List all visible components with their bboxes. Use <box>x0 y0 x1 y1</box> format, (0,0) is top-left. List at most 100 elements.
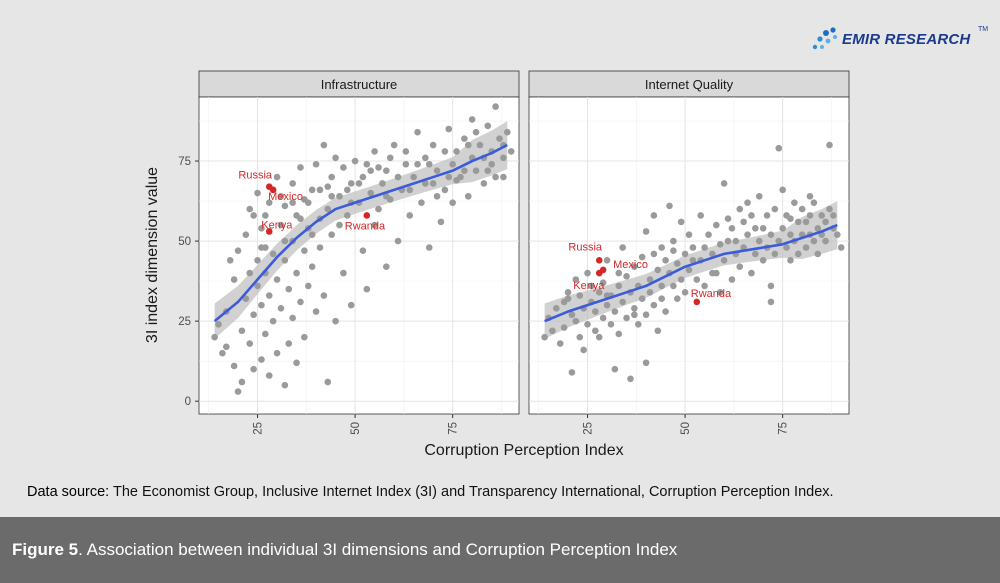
data-point <box>312 160 320 168</box>
chart: Infrastructure Russia Mexico Kenya Rwanda 25 5… <box>144 70 850 459</box>
smooth-trend-line <box>544 223 838 323</box>
data-point <box>418 199 425 206</box>
data-point <box>658 282 665 290</box>
data-point <box>658 295 665 303</box>
data-point <box>258 224 265 232</box>
x-tick-label: 50 <box>350 422 362 435</box>
data-point <box>689 244 697 251</box>
data-point <box>685 266 693 274</box>
data-point <box>375 164 382 171</box>
data-point <box>269 317 277 325</box>
data-point <box>806 192 814 200</box>
figure-number: Figure 5 <box>12 540 79 559</box>
emir-research-logo: EMIR RESEARCH TM <box>810 22 990 58</box>
data-point <box>541 333 548 341</box>
data-point <box>258 301 265 309</box>
data-point <box>230 362 238 370</box>
data-point <box>262 330 269 338</box>
data-point <box>673 260 681 267</box>
data-point <box>394 173 402 181</box>
data-point <box>281 202 289 210</box>
data-point <box>615 330 623 338</box>
y-tick-label: 75 <box>178 156 191 168</box>
data-source-note: Data source: The Economist Group, Inclus… <box>27 484 834 500</box>
data-point <box>752 250 759 258</box>
data-point <box>767 298 775 306</box>
data-point <box>328 192 335 200</box>
data-point <box>837 244 845 251</box>
data-point <box>269 250 277 258</box>
panel-strip <box>198 70 520 98</box>
data-point <box>779 224 786 232</box>
data-point <box>767 231 775 238</box>
panel-title: Internet Quality <box>645 77 734 92</box>
data-point <box>814 224 822 232</box>
highlight-point-kenya <box>265 228 273 235</box>
data-point <box>748 269 755 277</box>
data-point <box>592 327 599 335</box>
data-point <box>553 305 560 312</box>
data-point <box>281 237 289 245</box>
data-point <box>265 372 273 379</box>
data-point <box>654 327 662 335</box>
data-point <box>670 247 677 254</box>
data-point <box>304 199 312 206</box>
data-point <box>631 311 638 319</box>
data-point <box>791 199 798 206</box>
data-point <box>355 180 363 187</box>
data-point <box>623 273 630 280</box>
data-point <box>631 305 638 312</box>
data-point <box>273 349 281 357</box>
data-point <box>771 250 779 258</box>
data-point <box>759 257 767 264</box>
data-point <box>343 212 351 219</box>
data-point <box>736 263 744 271</box>
data-point <box>833 231 841 238</box>
panel-infrastructure: Infrastructure Russia Mexico Kenya Rwanda 25 5… <box>198 70 520 435</box>
data-point <box>732 237 740 245</box>
data-point <box>642 359 650 367</box>
data-point <box>375 205 382 213</box>
highlight-label-russia: Russia <box>568 241 603 253</box>
highlight-label-kenya: Kenya <box>261 219 293 231</box>
data-point <box>238 378 246 386</box>
data-point <box>681 250 689 258</box>
x-tick-label: 75 <box>448 422 460 435</box>
figure-caption-bar: Figure 5. Association between individual… <box>0 517 1000 583</box>
data-point <box>595 289 603 296</box>
x-tick-label: 50 <box>680 422 692 435</box>
data-point <box>320 292 328 299</box>
data-point <box>359 173 367 181</box>
data-point <box>794 250 802 258</box>
data-point <box>277 221 285 229</box>
data-point <box>226 257 234 264</box>
data-point <box>724 215 732 222</box>
data-point <box>666 202 673 210</box>
panel-internet-quality: Internet Quality Russia Mexico Kenya Rwanda 2… <box>528 70 850 435</box>
data-point <box>826 141 833 149</box>
logo-text: EMIR RESEARCH <box>842 31 971 48</box>
data-point <box>234 247 242 254</box>
data-point <box>246 205 254 213</box>
figure-caption: Figure 5. Association between individual… <box>12 540 677 560</box>
data-point <box>386 154 394 162</box>
data-point <box>297 298 304 306</box>
highlight-point-rwanda <box>693 298 701 306</box>
data-point <box>607 321 615 328</box>
data-point <box>281 381 289 389</box>
data-point <box>242 295 250 303</box>
data-point <box>716 240 724 248</box>
data-point <box>340 269 347 277</box>
data-point <box>320 141 328 149</box>
data-point <box>662 308 669 315</box>
data-point <box>289 199 296 206</box>
data-point <box>631 263 638 271</box>
data-point <box>783 244 790 251</box>
data-point <box>748 212 755 219</box>
highlight-point-mexico <box>269 186 277 194</box>
data-point <box>724 237 732 245</box>
data-point <box>215 321 222 328</box>
data-point <box>576 292 584 299</box>
data-point <box>810 237 818 245</box>
data-point <box>464 141 472 149</box>
